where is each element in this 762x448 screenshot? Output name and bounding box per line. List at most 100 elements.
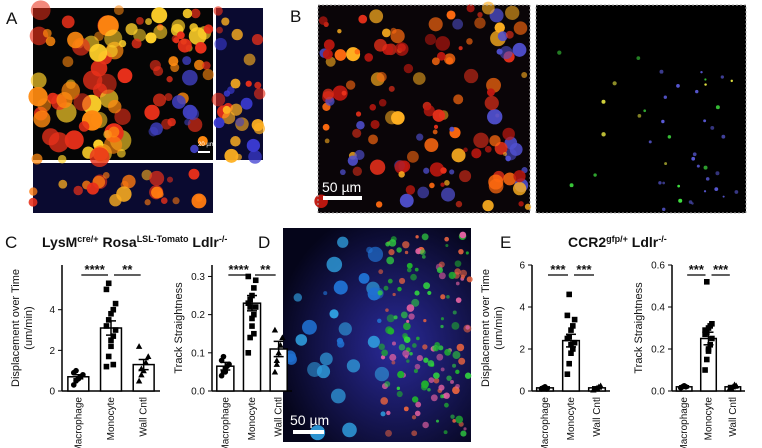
texture-blob <box>440 182 445 187</box>
texture-blob <box>182 104 198 120</box>
texture-blob <box>423 105 435 117</box>
texture-blob <box>153 25 168 40</box>
texture-blob <box>393 315 398 320</box>
data-point <box>222 369 229 375</box>
texture-blob <box>398 171 405 178</box>
texture-blob <box>380 397 389 405</box>
texture-blob <box>385 326 393 334</box>
texture-blob <box>346 359 361 373</box>
texture-blob <box>102 171 110 179</box>
texture-blob <box>415 401 422 408</box>
y-axis-label: Displacement over Time <box>480 269 492 387</box>
texture-blob <box>378 98 387 107</box>
texture-blob <box>86 182 99 195</box>
texture-blob <box>96 73 117 94</box>
texture-blob <box>458 46 463 51</box>
texture-blob <box>131 38 142 49</box>
x-tick-label: Macrophage <box>540 397 551 448</box>
texture-blob <box>235 117 245 127</box>
texture-blob <box>221 17 230 26</box>
significance-label: *** <box>576 262 592 277</box>
texture-blob <box>30 72 47 89</box>
texture-blob <box>388 249 395 256</box>
panel-label: B <box>290 7 301 26</box>
texture-blob <box>423 282 431 290</box>
texture-blob <box>411 430 418 437</box>
texture-blob <box>678 198 683 203</box>
data-point <box>80 371 86 378</box>
data-point <box>70 382 77 388</box>
texture-blob <box>58 179 68 189</box>
texture-blob <box>103 135 123 154</box>
data-point <box>138 365 145 372</box>
data-point <box>571 339 578 346</box>
texture-blob <box>216 26 223 34</box>
y-tick-label: 0.3 <box>191 272 205 283</box>
texture-blob <box>203 24 214 34</box>
texture-blob <box>427 387 431 392</box>
y-tick-label: 0.1 <box>191 348 205 359</box>
texture-blob <box>453 94 464 105</box>
data-point <box>733 382 740 389</box>
y-tick-label: 0.2 <box>191 310 205 321</box>
texture-blob <box>463 427 467 431</box>
texture-blob <box>62 56 74 68</box>
texture-blob <box>691 156 696 161</box>
x-tick-label: Macrophage <box>220 397 231 448</box>
texture-blob <box>411 396 419 403</box>
x-tick-label: Macrophage <box>73 397 84 448</box>
texture-blob <box>397 286 402 292</box>
y-tick-label: 0 <box>519 387 525 398</box>
texture-blob <box>404 250 409 255</box>
texture-blob <box>295 334 308 346</box>
data-point <box>251 330 257 337</box>
texture-blob <box>440 167 447 174</box>
significance-label: **** <box>85 262 106 277</box>
texture-blob <box>202 61 211 70</box>
texture-blob <box>33 110 51 128</box>
significance-label: ** <box>122 262 133 277</box>
title-part: CCR2 <box>568 234 606 250</box>
y-tick-label: 0.2 <box>651 345 665 356</box>
texture-blob <box>390 29 405 44</box>
texture-blob <box>240 97 253 110</box>
texture-blob <box>403 406 409 412</box>
texture-blob <box>593 173 597 177</box>
texture-blob <box>444 348 452 356</box>
texture-blob <box>195 42 207 54</box>
texture-blob <box>452 418 457 423</box>
data-point <box>110 361 117 368</box>
data-point <box>75 376 82 382</box>
y-axis-label: Track Straightness <box>633 282 645 374</box>
texture-blob <box>466 38 473 45</box>
data-point <box>702 367 708 373</box>
texture-blob <box>107 99 122 114</box>
data-point <box>279 334 286 341</box>
y-tick-label: 2 <box>49 346 55 357</box>
x-tick-label: Wall Cntl <box>274 397 285 437</box>
texture-blob <box>391 360 396 365</box>
texture-blob <box>347 155 359 166</box>
texture-blob <box>151 7 168 24</box>
texture-blob <box>307 362 323 377</box>
texture-blob <box>459 170 472 183</box>
texture-blob <box>455 383 460 389</box>
texture-blob <box>177 38 192 53</box>
data-point <box>271 326 279 333</box>
data-point <box>251 311 257 318</box>
texture-blob <box>194 59 205 71</box>
texture-blob <box>460 274 466 279</box>
texture-blob <box>423 357 429 363</box>
texture-blob <box>422 421 429 429</box>
texture-blob <box>430 394 438 402</box>
texture-blob <box>230 136 241 147</box>
texture-blob <box>482 200 494 212</box>
texture-blob <box>213 6 223 16</box>
texture-blob <box>323 39 335 51</box>
texture-blob <box>415 235 419 239</box>
texture-blob <box>385 429 392 437</box>
texture-blob <box>376 71 387 83</box>
texture-blob <box>601 132 606 137</box>
texture-blob <box>455 369 460 375</box>
texture-blob <box>487 109 503 125</box>
